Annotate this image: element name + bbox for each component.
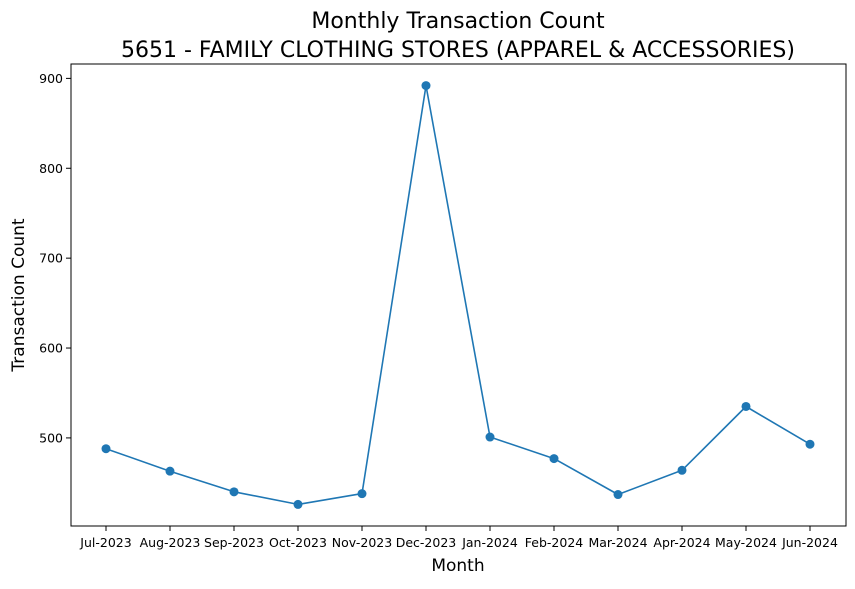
data-point [293,499,303,509]
x-tick-label: Jul-2023 [79,535,131,550]
x-axis-label: Month [431,556,484,576]
y-tick-label: 700 [39,251,63,266]
data-point [549,454,559,464]
data-point [613,490,623,500]
series-layer [101,81,815,509]
chart-subtitle: 5651 - FAMILY CLOTHING STORES (APPAREL &… [121,38,795,63]
y-axis-label: Transaction Count [9,218,29,372]
chart-title: Monthly Transaction Count [311,9,605,34]
x-tick-label: Feb-2024 [525,535,584,550]
x-axis: Jul-2023 Aug-2023 Sep-2023 Oct-2023 Nov-2023… [79,526,838,550]
series-line [105,84,811,506]
data-point [421,81,431,91]
plot-area-frame [70,63,847,527]
x-tick-label: Sep-2023 [204,535,264,550]
y-tick-label: 900 [39,71,63,86]
y-tick-label: 500 [39,430,63,445]
data-point [677,465,687,475]
data-point [805,439,815,449]
data-point [165,466,175,476]
data-point [357,489,367,499]
x-tick-label: Nov-2023 [332,535,392,550]
y-tick-label: 600 [39,341,63,356]
data-point [101,444,111,454]
data-point [485,432,495,442]
x-tick-label: Aug-2023 [140,535,201,550]
x-tick-label: Apr-2024 [653,535,710,550]
x-tick-label: Mar-2024 [588,535,647,550]
data-point [229,487,239,497]
x-tick-label: Dec-2023 [396,535,457,550]
y-axis: 500 600 700 800 900 [39,71,71,445]
data-point [741,401,751,411]
x-tick-label: May-2024 [715,535,777,550]
x-tick-label: Oct-2023 [269,535,327,550]
x-tick-label: Jun-2024 [781,535,838,550]
y-tick-label: 800 [39,161,63,176]
x-tick-label: Jan-2024 [461,535,518,550]
